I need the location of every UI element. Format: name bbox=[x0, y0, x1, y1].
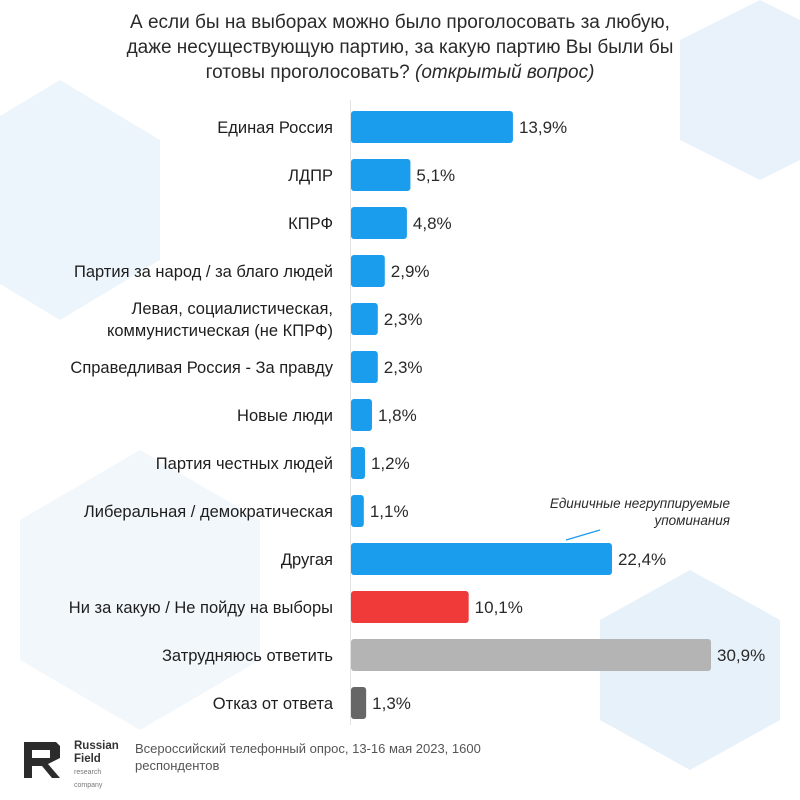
category-label: ЛДПР bbox=[288, 167, 333, 185]
logo-line-2: Field bbox=[74, 753, 101, 765]
category-label: Другая bbox=[281, 551, 333, 569]
logo-text: Russian Field research company bbox=[74, 740, 119, 792]
bar bbox=[351, 351, 378, 383]
category-label: Либеральная / демократическая bbox=[84, 503, 333, 521]
data-label: 5,1% bbox=[416, 166, 455, 185]
title-line-1: А если бы на выборах можно было проголос… bbox=[130, 12, 670, 33]
annotation-line-1: Единичные негруппируемые bbox=[549, 496, 730, 511]
data-label: 1,3% bbox=[372, 694, 411, 713]
title-line-3-main: готовы проголосовать? bbox=[205, 62, 410, 83]
title-line-2: даже несуществующую партию, за какую пар… bbox=[126, 37, 674, 58]
data-label: 22,4% bbox=[618, 550, 666, 569]
bar bbox=[351, 543, 612, 575]
bar bbox=[351, 399, 372, 431]
category-label: Партия за народ / за благо людей bbox=[74, 263, 333, 281]
bar bbox=[351, 255, 385, 287]
bar bbox=[351, 639, 711, 671]
bar bbox=[351, 207, 407, 239]
bar bbox=[351, 111, 513, 143]
category-label: КПРФ bbox=[288, 215, 333, 233]
category-label: Новые люди bbox=[237, 407, 333, 425]
chart-title: А если бы на выборах можно было проголос… bbox=[40, 10, 760, 85]
category-label: Единая Россия bbox=[217, 119, 333, 137]
bar bbox=[351, 303, 378, 335]
data-label: 1,2% bbox=[371, 454, 410, 473]
survey-note: Всероссийский телефонный опрос, 13-16 ма… bbox=[135, 741, 481, 773]
category-label: Затрудняюсь ответить bbox=[162, 647, 333, 665]
annotation-other: Единичные негруппируемые упоминания bbox=[480, 495, 730, 529]
data-label: 4,8% bbox=[413, 214, 452, 233]
annotation-line-2: упоминания bbox=[654, 513, 730, 528]
logo-line-3: research company bbox=[74, 769, 103, 789]
category-label: Справедливая Россия - За правду bbox=[70, 359, 333, 377]
data-label: 10,1% bbox=[475, 598, 523, 617]
bar bbox=[351, 159, 411, 191]
logo-line-1: Russian bbox=[74, 740, 119, 752]
data-label: 1,1% bbox=[370, 502, 409, 521]
data-label: 1,8% bbox=[378, 406, 417, 425]
annotation-pointer bbox=[565, 529, 601, 541]
category-label: Партия честных людей bbox=[156, 455, 333, 473]
category-label: Ни за какую / Не пойду на выборы bbox=[69, 599, 333, 617]
data-label: 2,9% bbox=[391, 262, 430, 281]
bar bbox=[351, 591, 469, 623]
russian-field-logo-icon bbox=[24, 742, 60, 778]
data-label: 13,9% bbox=[519, 118, 567, 137]
category-label: Отказ от ответа bbox=[213, 695, 334, 713]
title-line-3: готовы проголосовать? (открытый вопрос) bbox=[40, 60, 760, 85]
category-label: коммунистическая (не КПРФ) bbox=[107, 322, 333, 340]
bar bbox=[351, 687, 367, 719]
title-line-3-italic: (открытый вопрос) bbox=[415, 62, 595, 83]
data-label: 30,9% bbox=[717, 646, 765, 665]
data-label: 2,3% bbox=[384, 358, 423, 377]
category-label: Левая, социалистическая, bbox=[132, 300, 334, 318]
bar bbox=[351, 495, 364, 527]
bar bbox=[351, 447, 365, 479]
data-label: 2,3% bbox=[384, 310, 423, 329]
